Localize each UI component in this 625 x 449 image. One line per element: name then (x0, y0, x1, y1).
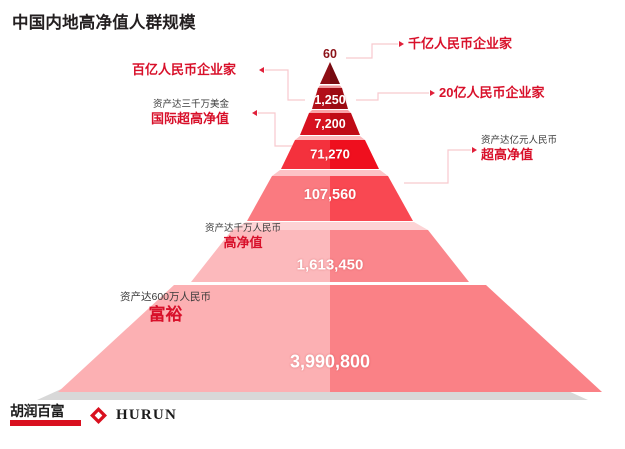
callout-chaogao-main: 超高净值 (481, 147, 534, 163)
leader-line-guoji (258, 112, 292, 147)
tier-5-left-face (247, 176, 330, 221)
tier-7-right-face (330, 285, 602, 392)
callout-gaojingzhi-sub: 资产达千万人民币 (205, 223, 282, 234)
tier-7-left-face (58, 285, 330, 392)
tier-4-top-rim (295, 136, 365, 140)
logo-chinese-text: 胡润百富 (10, 403, 65, 419)
tier-3-right-face (330, 113, 360, 135)
callout-guoji-sub: 资产达三千万美金 (152, 99, 229, 110)
callout-qianyi: 千亿人民币企业家 (408, 36, 512, 53)
callout-chaogao-sub: 资产达亿元人民币 (481, 135, 558, 146)
logo-chinese: 胡润百富 (10, 404, 81, 426)
hurun-logo: 胡润百富 HURUN (10, 404, 177, 426)
callout-guoji: 资产达三千万美金 国际超高净值 (151, 99, 229, 128)
tier-2-right-face (330, 88, 348, 109)
tier-1-left-face (320, 62, 330, 84)
arrow-icon-baiyi (259, 66, 264, 73)
tier-5-top-rim (272, 170, 388, 176)
arrow-icon-ershiyi (430, 89, 435, 96)
callout-ershiyi-main: 20亿人民币企业家 (439, 85, 545, 100)
tier-5-right-face (330, 176, 413, 221)
callout-baiyi-main: 百亿人民币企业家 (131, 62, 236, 77)
tier-3-top-rim (309, 110, 351, 113)
tier-1-right-face (330, 62, 340, 84)
leader-line-qianyi (346, 43, 398, 59)
tier-2-left-face (312, 88, 330, 109)
callout-guoji-main: 国际超高净值 (150, 111, 229, 127)
leader-line-ershiyi (356, 92, 429, 101)
callout-fuyu-main: 富裕 (148, 305, 183, 325)
tier-6-left-face (191, 230, 330, 282)
leader-line-chaogao (404, 149, 471, 184)
callout-fuyu: 资产达600万人民币 富裕 (120, 291, 211, 326)
diamond-icon (90, 406, 107, 424)
callout-gaojingzhi: 资产达千万人民币 高净值 (205, 223, 281, 252)
arrow-icon-qianyi (399, 40, 404, 47)
callout-fuyu-sub: 资产达600万人民币 (120, 291, 212, 303)
tier-4-left-face (281, 140, 330, 169)
page-title: 中国内地高净值人群规模 (12, 14, 196, 32)
callout-chaogao: 资产达亿元人民币 超高净值 (481, 135, 557, 164)
arrow-icon-guoji (252, 109, 257, 116)
tier-6-top-rim (232, 222, 428, 230)
callout-baiyi: 百亿人民币企业家 (132, 62, 236, 79)
tier-3-left-face (300, 113, 330, 135)
logo-underline-bar (10, 420, 81, 426)
callout-qianyi-main: 千亿人民币企业家 (408, 36, 513, 51)
tier-4-right-face (330, 140, 379, 169)
callout-ershiyi: 20亿人民币企业家 (439, 85, 544, 102)
tier-6-right-face (330, 230, 469, 282)
leader-line-baiyi (265, 69, 305, 101)
callout-gaojingzhi-main: 高净值 (223, 235, 263, 251)
tier-2-top-rim (318, 85, 342, 88)
arrow-icon-chaogao (472, 146, 477, 153)
logo-english-text: HURUN (116, 406, 177, 423)
